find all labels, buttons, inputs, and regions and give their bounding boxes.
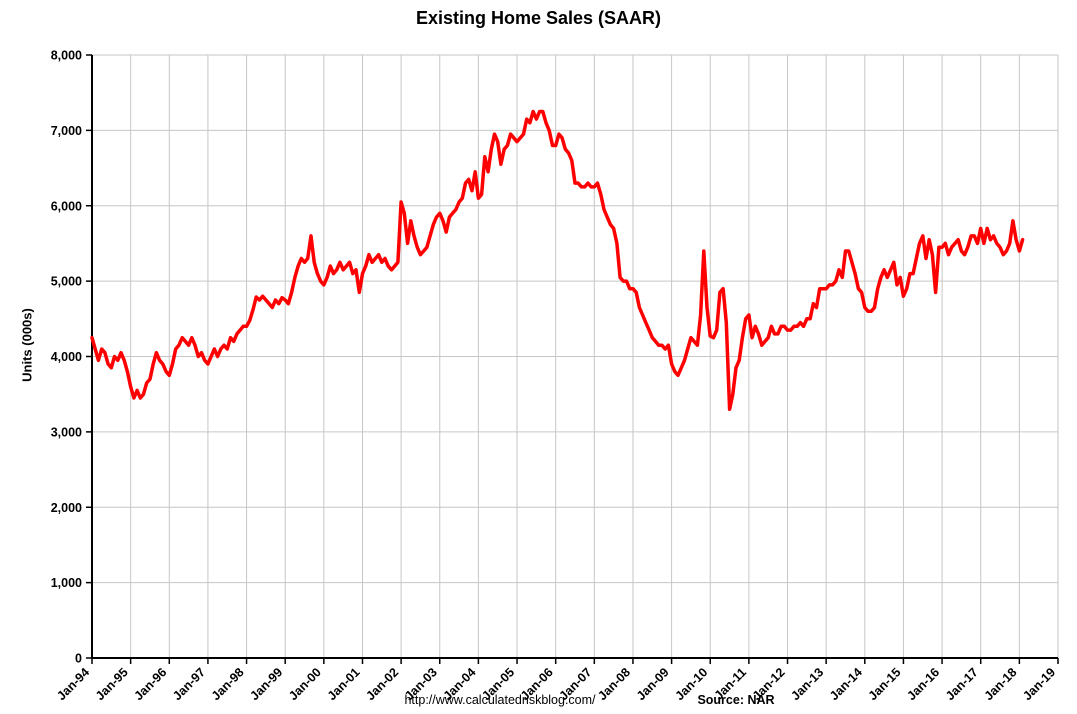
footer-url: http://www.calculatedriskblog.com/: [404, 693, 596, 707]
y-tick-label: 3,000: [51, 425, 82, 439]
y-tick-label: 8,000: [51, 49, 82, 63]
y-tick-label: 0: [75, 652, 82, 666]
chart-footer: http://www.calculatedriskblog.com/ Sourc…: [0, 693, 1077, 713]
existing-home-sales-line: [90, 109, 1025, 412]
footer-source: Source: NAR: [697, 693, 775, 707]
y-tick-label: 1,000: [51, 576, 82, 590]
axes: [91, 55, 1058, 659]
gridlines: [92, 54, 1059, 658]
chart-title: Existing Home Sales (SAAR): [415, 8, 662, 28]
y-tick-label: 4,000: [51, 350, 82, 364]
y-tick-label: 7,000: [51, 124, 82, 138]
y-tick-label: 2,000: [51, 501, 82, 515]
y-tick-label: 5,000: [51, 275, 82, 289]
axis-tick-marks: [86, 54, 1059, 664]
y-tick-label: 6,000: [51, 199, 82, 213]
